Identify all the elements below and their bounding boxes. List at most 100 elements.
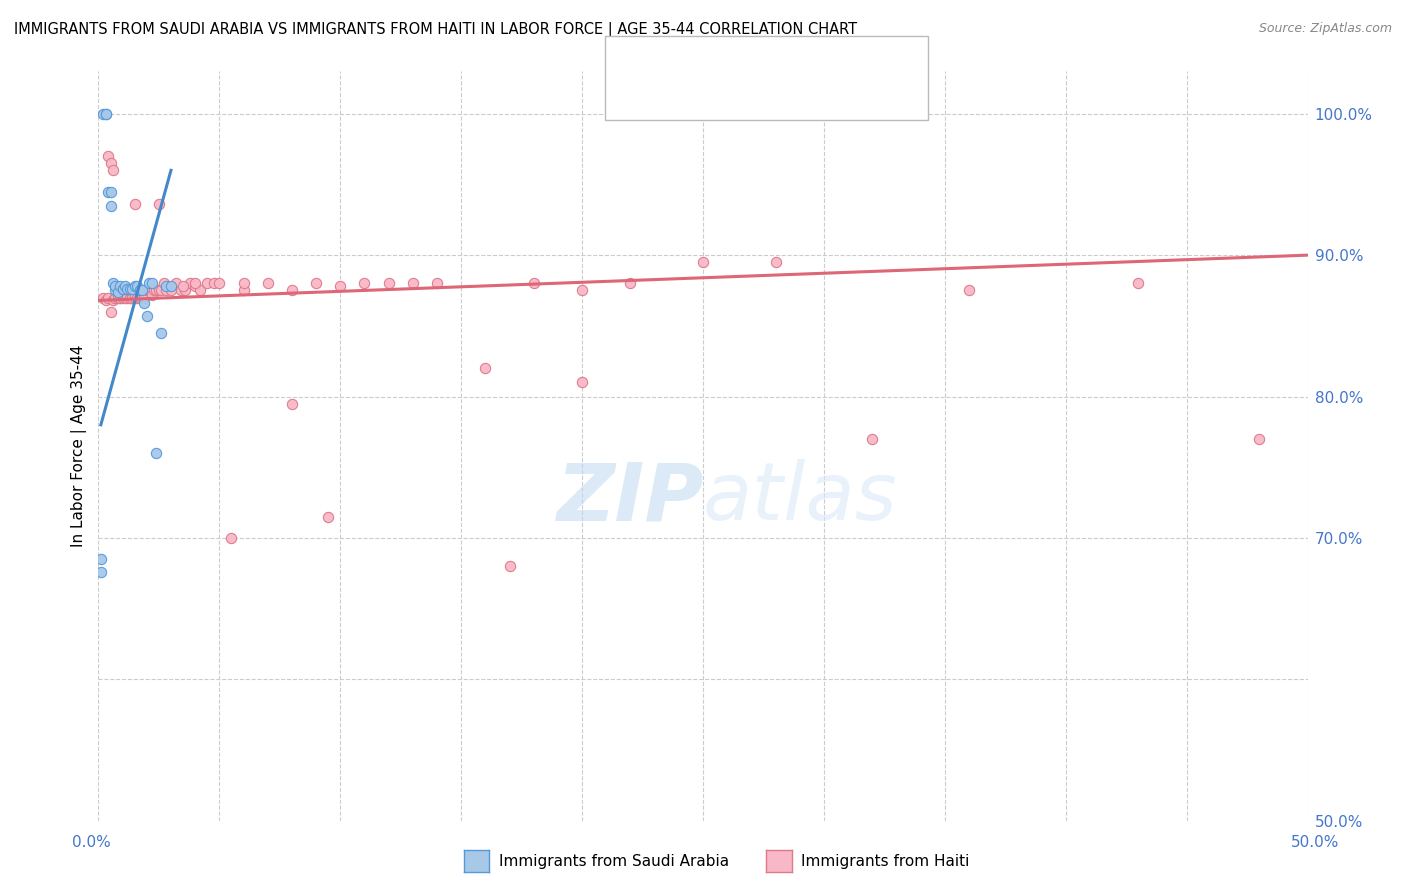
Point xyxy=(232,284,254,298)
Point xyxy=(127,284,149,298)
Point xyxy=(155,284,177,298)
Point xyxy=(134,296,156,310)
Point xyxy=(124,279,146,293)
Point xyxy=(402,277,425,291)
Point xyxy=(474,361,496,376)
Point xyxy=(138,284,160,298)
Point xyxy=(100,304,122,318)
Point xyxy=(957,284,980,298)
Point xyxy=(91,107,114,121)
Point xyxy=(256,277,278,291)
Point xyxy=(118,291,141,305)
Point xyxy=(121,282,143,296)
Text: atlas: atlas xyxy=(703,459,898,538)
Point xyxy=(426,277,449,291)
Point xyxy=(221,531,243,545)
Point xyxy=(111,282,134,296)
Point xyxy=(1128,277,1150,291)
Point xyxy=(179,277,201,291)
Point xyxy=(150,326,173,340)
Point xyxy=(128,284,150,298)
Point xyxy=(101,277,124,291)
Text: 0.0%: 0.0% xyxy=(72,836,111,850)
Point xyxy=(117,291,139,305)
Point xyxy=(111,282,134,296)
Point xyxy=(90,552,112,566)
Text: Immigrants from Saudi Arabia: Immigrants from Saudi Arabia xyxy=(499,855,730,869)
Point xyxy=(281,284,304,298)
Point xyxy=(94,107,117,121)
Point xyxy=(571,284,593,298)
Point xyxy=(184,277,207,291)
Text: 0.106: 0.106 xyxy=(696,87,748,104)
Point xyxy=(208,277,231,291)
Point xyxy=(118,291,141,305)
Point xyxy=(692,255,714,269)
Point xyxy=(108,279,131,293)
Point xyxy=(148,197,170,211)
Point xyxy=(150,284,173,298)
Point xyxy=(114,279,136,293)
Point xyxy=(108,291,131,305)
Point xyxy=(145,284,167,298)
Point xyxy=(104,279,127,293)
Point xyxy=(114,291,136,305)
Point xyxy=(184,279,207,293)
Point xyxy=(97,185,120,199)
Point xyxy=(143,284,166,298)
Point xyxy=(107,287,129,301)
Point xyxy=(134,291,156,305)
Point xyxy=(204,277,226,291)
Text: N =: N = xyxy=(759,54,796,71)
Text: 50.0%: 50.0% xyxy=(1291,836,1339,850)
Point xyxy=(90,565,112,579)
Point xyxy=(117,287,139,301)
Point xyxy=(160,279,183,293)
Point xyxy=(128,291,150,305)
Point xyxy=(104,291,127,305)
Point xyxy=(135,309,157,323)
Point xyxy=(94,293,117,308)
Point xyxy=(127,291,149,305)
Point xyxy=(353,277,375,291)
Point xyxy=(100,185,122,199)
Text: IMMIGRANTS FROM SAUDI ARABIA VS IMMIGRANTS FROM HAITI IN LABOR FORCE | AGE 35-44: IMMIGRANTS FROM SAUDI ARABIA VS IMMIGRAN… xyxy=(14,22,858,38)
Point xyxy=(155,279,177,293)
Point xyxy=(316,509,339,524)
Point xyxy=(131,284,153,298)
Point xyxy=(860,432,883,446)
Point xyxy=(100,199,122,213)
Point xyxy=(127,279,149,293)
Point xyxy=(141,287,163,301)
Point xyxy=(117,282,139,296)
Point xyxy=(377,277,399,291)
Point xyxy=(104,291,127,305)
Point xyxy=(101,293,124,308)
Point xyxy=(124,291,146,305)
Text: Immigrants from Haiti: Immigrants from Haiti xyxy=(801,855,970,869)
Point xyxy=(104,284,127,298)
Text: ZIP: ZIP xyxy=(555,459,703,538)
Point xyxy=(152,277,174,291)
Point xyxy=(124,197,146,211)
Point xyxy=(172,279,194,293)
Point xyxy=(571,376,593,390)
Point xyxy=(141,277,163,291)
Point xyxy=(100,156,122,170)
Point xyxy=(160,284,183,298)
Point xyxy=(281,396,304,410)
Point xyxy=(111,291,134,305)
Text: Source: ZipAtlas.com: Source: ZipAtlas.com xyxy=(1258,22,1392,36)
Y-axis label: In Labor Force | Age 35-44: In Labor Force | Age 35-44 xyxy=(72,345,87,547)
Point xyxy=(188,284,211,298)
Point xyxy=(121,291,143,305)
Point xyxy=(91,291,114,305)
Point xyxy=(97,291,120,305)
Point xyxy=(232,277,254,291)
Point xyxy=(111,287,134,301)
Text: R =: R = xyxy=(658,87,695,104)
Text: 81: 81 xyxy=(797,87,820,104)
Point xyxy=(138,277,160,291)
Text: N =: N = xyxy=(759,87,796,104)
Point xyxy=(107,291,129,305)
